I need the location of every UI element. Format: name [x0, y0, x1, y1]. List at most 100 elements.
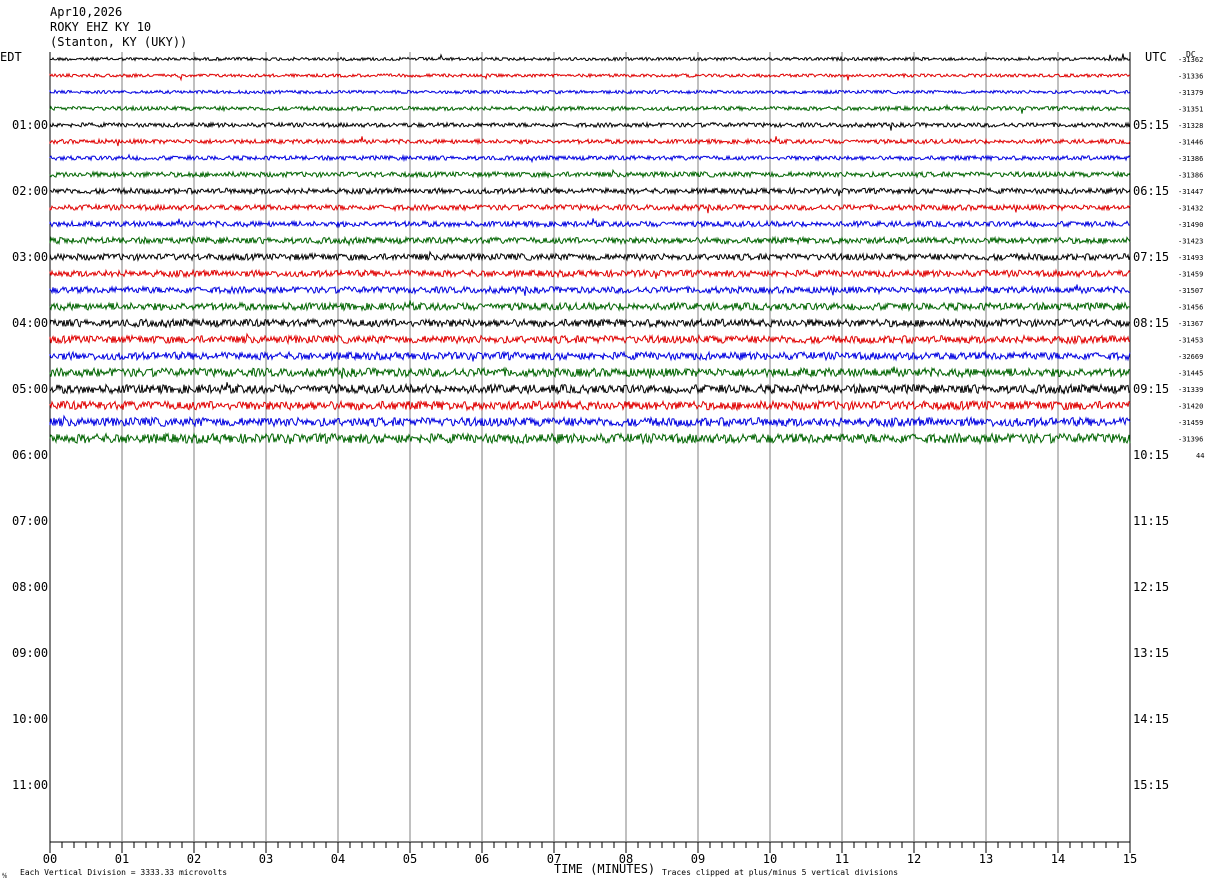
footer-marker: ⅍ — [2, 871, 7, 880]
seismic-trace — [49, 218, 1131, 229]
location-label: (Stanton, KY (UKY)) — [50, 35, 188, 49]
x-tick-label: 10 — [763, 852, 777, 866]
seismic-trace — [49, 366, 1131, 379]
clipping-note: Traces clipped at plus/minus 5 vertical … — [662, 868, 899, 877]
right-hour-label: 06:15 — [1133, 184, 1169, 198]
seismic-trace — [49, 382, 1131, 396]
seismic-trace — [49, 399, 1131, 412]
x-tick-label: 06 — [475, 852, 489, 866]
dc-offset-label: -31339 — [1178, 386, 1203, 394]
seismic-trace — [49, 300, 1131, 312]
x-tick-label: 08 — [619, 852, 633, 866]
dc-offset-label: -31423 — [1178, 238, 1203, 246]
left-hour-label: 01:00 — [12, 118, 48, 132]
seismic-trace — [49, 72, 1131, 82]
dc-offset-label: -32669 — [1178, 353, 1203, 361]
station-label: ROKY EHZ KY 10 — [50, 20, 152, 34]
seismic-trace — [49, 350, 1131, 362]
axis-labels: 00 01 02 03 04 05 06 07 08 09 10 11 12 13 14 15 01:00 02:… — [12, 56, 1204, 866]
left-hour-label: 11:00 — [12, 778, 48, 792]
right-hour-label: 05:15 — [1133, 118, 1169, 132]
dc-offset-label: -31459 — [1178, 271, 1203, 279]
dc-offset-label: -31386 — [1178, 155, 1203, 163]
x-tick-label: 12 — [907, 852, 921, 866]
left-hour-label: 03:00 — [12, 250, 48, 264]
dc-offset-label: -31453 — [1178, 337, 1203, 345]
right-hour-label: 11:15 — [1133, 514, 1169, 528]
dc-offset-label: -31367 — [1178, 320, 1203, 328]
dc-offset-label: -31456 — [1178, 304, 1203, 312]
grid-lines — [49, 52, 1131, 853]
dc-offset-label: -31420 — [1178, 403, 1203, 411]
seismic-trace — [49, 235, 1131, 247]
seismic-trace — [49, 268, 1131, 279]
x-tick-label: 09 — [691, 852, 705, 866]
dc-offset-label: -31493 — [1178, 254, 1203, 262]
seismic-trace — [49, 332, 1131, 346]
x-tick-label: 05 — [403, 852, 417, 866]
dc-offset-label: 44 — [1196, 452, 1204, 460]
left-hour-label: 08:00 — [12, 580, 48, 594]
right-hour-label: 13:15 — [1133, 646, 1169, 660]
seismic-trace — [49, 153, 1131, 164]
right-hour-label: 14:15 — [1133, 712, 1169, 726]
left-hour-label: 10:00 — [12, 712, 48, 726]
seismic-trace — [49, 284, 1131, 296]
right-hour-label: 09:15 — [1133, 382, 1169, 396]
seismic-trace — [49, 250, 1131, 262]
left-hour-label: 02:00 — [12, 184, 48, 198]
seismic-trace — [49, 88, 1131, 95]
seismic-trace — [49, 53, 1131, 63]
dc-offset-label: -31490 — [1178, 221, 1203, 229]
x-tick-label: 15 — [1123, 852, 1137, 866]
seismic-trace — [49, 136, 1131, 147]
left-hour-label: 05:00 — [12, 382, 48, 396]
date-label: Apr10,2026 — [50, 5, 123, 19]
x-tick-label: 03 — [259, 852, 273, 866]
dc-offset-label: -31362 — [1178, 56, 1203, 64]
dc-offset-label: -31459 — [1178, 419, 1203, 427]
seismic-trace — [49, 121, 1131, 131]
vertical-division-note: Each Vertical Division = 3333.33 microvo… — [20, 868, 228, 877]
dc-offset-label: -31396 — [1178, 436, 1203, 444]
x-tick-label: 02 — [187, 852, 201, 866]
dc-offset-label: -31336 — [1178, 73, 1203, 81]
seismic-trace — [49, 317, 1131, 329]
seismic-trace — [49, 168, 1131, 179]
right-timezone-label: UTC — [1145, 50, 1167, 64]
dc-offset-label: -31328 — [1178, 122, 1203, 130]
dc-label: DC — [1186, 50, 1196, 59]
right-hour-label: 10:15 — [1133, 448, 1169, 462]
seismic-trace — [49, 186, 1131, 197]
dc-offset-label: -31386 — [1178, 172, 1203, 180]
x-tick-label: 00 — [43, 852, 57, 866]
seismic-traces — [49, 53, 1131, 446]
dc-offset-label: -31447 — [1178, 188, 1203, 196]
right-hour-label: 07:15 — [1133, 250, 1169, 264]
dc-offset-label: -31445 — [1178, 370, 1203, 378]
left-timezone-label: EDT — [0, 50, 22, 64]
x-tick-label: 01 — [115, 852, 129, 866]
left-hour-label: 04:00 — [12, 316, 48, 330]
dc-offset-label: -31379 — [1178, 89, 1203, 97]
dc-offset-label: -31351 — [1178, 106, 1203, 114]
left-hour-label: 09:00 — [12, 646, 48, 660]
left-hour-label: 06:00 — [12, 448, 48, 462]
seismic-trace — [49, 432, 1131, 446]
x-axis-title: TIME (MINUTES) — [554, 862, 656, 876]
right-hour-label: 12:15 — [1133, 580, 1169, 594]
dc-offset-label: -31507 — [1178, 287, 1203, 295]
dc-offset-label: -31432 — [1178, 205, 1203, 213]
x-tick-label: 14 — [1051, 852, 1065, 866]
dc-offset-label: -31446 — [1178, 139, 1203, 147]
x-tick-label: 04 — [331, 852, 345, 866]
x-tick-label: 13 — [979, 852, 993, 866]
x-tick-label: 07 — [547, 852, 561, 866]
right-hour-label: 15:15 — [1133, 778, 1169, 792]
right-hour-label: 08:15 — [1133, 316, 1169, 330]
seismic-trace — [49, 414, 1131, 429]
x-tick-label: 11 — [835, 852, 849, 866]
left-hour-label: 07:00 — [12, 514, 48, 528]
seismic-trace — [49, 103, 1131, 114]
